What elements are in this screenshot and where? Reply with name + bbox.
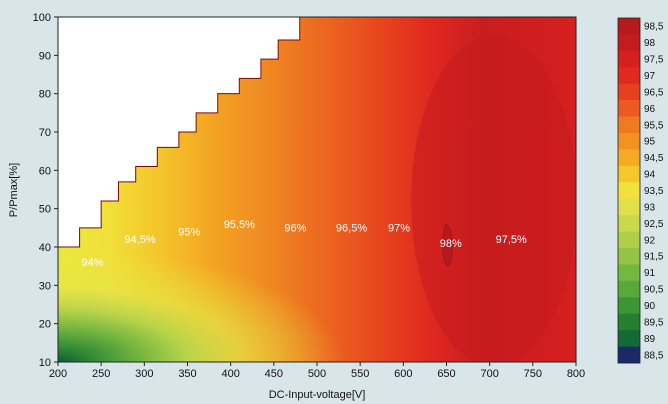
efficiency-surface (58, 17, 576, 362)
colorbar-swatch (618, 100, 640, 117)
y-tick-label: 40 (39, 242, 51, 254)
peak-efficiency-island (442, 223, 453, 267)
x-tick-label: 250 (92, 368, 110, 380)
colorbar-swatch (618, 248, 640, 265)
x-tick-label: 400 (221, 368, 239, 380)
colorbar-label: 93 (644, 202, 656, 213)
contour-label: 94,5% (124, 234, 155, 246)
contour-label: 98% (440, 238, 462, 250)
contour-label: 96% (284, 223, 306, 235)
colorbar-swatch (618, 198, 640, 216)
colorbar-label: 89,5 (644, 317, 664, 328)
colorbar-label: 98 (644, 38, 656, 49)
colorbar-swatch (618, 50, 640, 68)
colorbar-label: 90,5 (644, 285, 664, 296)
y-tick-label: 100 (33, 12, 51, 24)
colorbar-swatch (618, 116, 640, 134)
colorbar-swatch (618, 149, 640, 167)
colorbar-swatch (618, 280, 640, 298)
y-axis-label: P/Pmax[%] (8, 163, 20, 217)
colorbar-label: 96 (644, 104, 656, 115)
colorbar-label: 93,5 (644, 186, 664, 197)
colorbar-swatch (618, 67, 640, 85)
x-tick-label: 200 (49, 368, 67, 380)
colorbar-swatch (618, 165, 640, 183)
colorbar-label: 97 (644, 71, 656, 82)
colorbar-label: 89 (644, 334, 656, 345)
axes: 200 250 300 350 400 450 500 550 600 650 700 750 800 1… (33, 12, 586, 380)
contour-label: 97,5% (496, 234, 527, 246)
colorbar-swatch (618, 264, 640, 282)
x-tick-label: 550 (351, 368, 369, 380)
power-limit-line (58, 17, 301, 248)
y-tick-label: 20 (39, 319, 51, 331)
x-tick-label: 750 (524, 368, 542, 380)
y-tick-label: 80 (39, 89, 51, 101)
power-limit-curve (58, 17, 301, 248)
colorbar-label: 92 (644, 235, 656, 246)
colorbar-label: 94,5 (644, 153, 664, 164)
colorbar-swatch (618, 330, 640, 347)
colorbar-label: 94 (644, 170, 656, 181)
x-tick-label: 300 (135, 368, 153, 380)
x-tick-label: 800 (567, 368, 585, 380)
y-tick-label: 10 (39, 357, 51, 369)
colorbar-swatch (618, 18, 640, 35)
colorbar-swatch (618, 83, 640, 101)
contour-labels: 94% 94,5% 95% 95,5% 96% 96,5% 97% 98% 97,5% (82, 219, 528, 269)
colorbar-label: 98,5 (644, 22, 664, 33)
colorbar-swatch (618, 297, 640, 315)
contour-label: 97% (388, 223, 410, 235)
colorbar-swatch (618, 231, 640, 249)
colorbar-swatch (618, 313, 640, 331)
x-tick-label: 500 (308, 368, 326, 380)
contour-label: 96,5% (336, 223, 367, 235)
colorbar-label: 96,5 (644, 87, 664, 98)
colorbar-swatch (618, 34, 640, 52)
y-tick-label: 50 (39, 204, 51, 216)
x-tick-label: 600 (394, 368, 412, 380)
x-tick-label: 650 (437, 368, 455, 380)
colorbar-swatch (618, 346, 640, 364)
colorbar-label: 92,5 (644, 219, 664, 230)
contour-label: 95,5% (224, 219, 255, 231)
colorbar-legend: 98,5 98 97,5 97 96,5 96 95,5 95 94,5 94 93,5 93 92,5… (617, 17, 664, 364)
colorbar-frame (617, 17, 641, 364)
y-tick-label: 70 (39, 127, 51, 139)
x-tick-label: 350 (178, 368, 196, 380)
colorbar-label: 97,5 (644, 55, 664, 66)
x-tick-label: 700 (480, 368, 498, 380)
x-axis-label: DC-Input-voltage[V] (269, 389, 366, 401)
colorbar-swatch (618, 182, 640, 200)
colorbar-label: 95,5 (644, 120, 664, 131)
contour-label: 95% (178, 227, 200, 239)
colorbar-label: 95 (644, 137, 656, 148)
low-efficiency-zone (58, 247, 343, 362)
colorbar-label: 91 (644, 268, 656, 279)
contour-label: 94% (82, 257, 104, 269)
colorbar-label: 88,5 (644, 350, 664, 361)
x-tick-label: 450 (265, 368, 283, 380)
colorbar-label: 91,5 (644, 252, 664, 263)
y-tick-label: 60 (39, 165, 51, 177)
y-tick-label: 90 (39, 50, 51, 62)
colorbar-label: 90 (644, 301, 656, 312)
colorbar-swatch (618, 215, 640, 232)
efficiency-peak-zone (411, 35, 576, 362)
colorbar-swatch (618, 133, 640, 150)
y-tick-label: 30 (39, 280, 51, 292)
